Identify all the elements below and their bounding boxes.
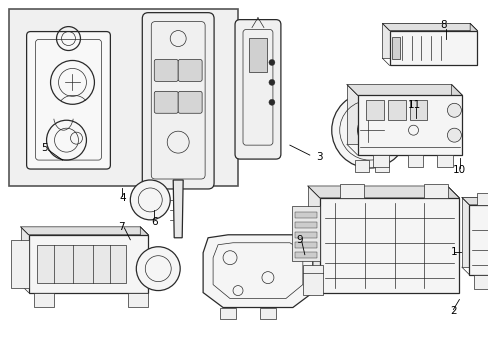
Polygon shape	[173, 180, 183, 238]
Circle shape	[447, 128, 461, 142]
Circle shape	[136, 247, 180, 291]
Bar	[476, 193, 488, 205]
Bar	[128, 293, 148, 306]
Bar	[34, 293, 53, 306]
Bar	[291, 206, 319, 261]
Bar	[260, 307, 275, 319]
Polygon shape	[357, 95, 462, 155]
Text: 3: 3	[316, 152, 323, 162]
Polygon shape	[389, 31, 476, 66]
FancyBboxPatch shape	[154, 91, 178, 113]
Text: 2: 2	[449, 306, 456, 316]
Polygon shape	[346, 85, 451, 144]
Text: 4: 4	[119, 193, 125, 203]
FancyBboxPatch shape	[154, 59, 178, 81]
Text: 11: 11	[407, 100, 420, 110]
Polygon shape	[382, 23, 476, 31]
Polygon shape	[307, 186, 458, 198]
Polygon shape	[307, 186, 447, 280]
Text: 9: 9	[296, 235, 303, 245]
FancyBboxPatch shape	[178, 59, 202, 81]
Circle shape	[268, 99, 274, 105]
Polygon shape	[461, 197, 488, 205]
Bar	[37, 245, 126, 283]
Bar	[294, 232, 316, 238]
Bar	[220, 307, 236, 319]
FancyBboxPatch shape	[142, 13, 214, 189]
Polygon shape	[319, 198, 458, 293]
Polygon shape	[461, 197, 488, 267]
Polygon shape	[203, 235, 312, 307]
Bar	[387, 100, 405, 120]
Circle shape	[331, 92, 407, 168]
Text: 5: 5	[41, 143, 48, 153]
Bar	[354, 160, 368, 172]
Bar	[9, 9, 238, 186]
Circle shape	[447, 103, 461, 117]
Text: 7: 7	[118, 222, 124, 232]
Bar	[372, 155, 388, 167]
Bar	[302, 265, 322, 294]
Polygon shape	[20, 227, 140, 285]
Bar	[374, 160, 388, 172]
Polygon shape	[451, 85, 462, 155]
Text: 10: 10	[452, 165, 465, 175]
Bar	[294, 222, 316, 228]
Bar	[294, 242, 316, 248]
Bar	[365, 100, 383, 120]
Polygon shape	[346, 85, 462, 95]
Bar	[339, 184, 363, 198]
Polygon shape	[20, 227, 148, 235]
Polygon shape	[447, 186, 458, 293]
Polygon shape	[29, 235, 148, 293]
Bar	[391, 37, 399, 59]
Polygon shape	[140, 227, 148, 293]
Bar	[437, 155, 452, 167]
Bar	[424, 184, 447, 198]
Bar	[408, 100, 427, 120]
Polygon shape	[382, 23, 469, 58]
Polygon shape	[468, 205, 488, 275]
Circle shape	[268, 59, 274, 66]
Text: 6: 6	[151, 217, 157, 227]
FancyBboxPatch shape	[235, 20, 280, 159]
Polygon shape	[469, 23, 476, 66]
Bar	[294, 252, 316, 258]
Bar	[11, 240, 29, 288]
FancyBboxPatch shape	[178, 91, 202, 113]
Text: 1: 1	[450, 247, 457, 257]
Bar	[407, 155, 423, 167]
Circle shape	[268, 80, 274, 85]
Text: 8: 8	[439, 19, 446, 30]
Bar	[399, 112, 427, 148]
Bar	[248, 37, 266, 72]
FancyBboxPatch shape	[26, 32, 110, 169]
Circle shape	[130, 180, 170, 220]
Bar	[473, 275, 488, 289]
Bar	[294, 212, 316, 218]
